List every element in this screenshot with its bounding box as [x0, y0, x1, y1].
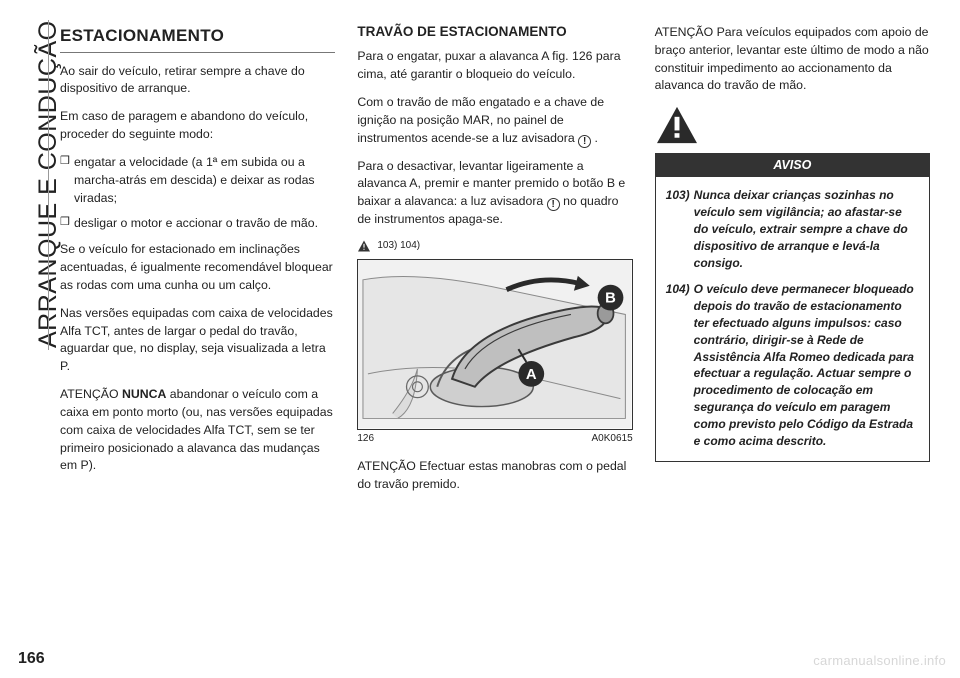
- aviso-text: Nunca deixar crianças sozinhas no veícul…: [694, 187, 919, 271]
- para: Ao sair do veículo, retirar sempre a cha…: [60, 63, 335, 99]
- bullet-mark: ❒: [60, 215, 74, 233]
- figure-caption: 126 A0K0615: [357, 432, 632, 447]
- warning-triangle-icon: [357, 240, 371, 252]
- figure-126: A B: [357, 259, 632, 429]
- bullet-text: desligar o motor e accionar o travão de …: [74, 215, 335, 233]
- page-number: 166: [18, 650, 45, 668]
- watermark: carmanualsonline.info: [813, 653, 946, 668]
- bullet-mark: ❒: [60, 154, 74, 207]
- heading-rule: [60, 52, 335, 53]
- page-body: ESTACIONAMENTO Ao sair do veículo, retir…: [60, 24, 930, 644]
- para: Para o desactivar, levantar ligeiramente…: [357, 158, 632, 229]
- svg-text:B: B: [605, 291, 616, 307]
- para: ATENÇÃO Efectuar estas manobras com o pe…: [357, 458, 632, 494]
- para: ATENÇÃO Para veículos equipados com apoi…: [655, 24, 930, 95]
- aviso-item: 104) O veículo deve permanecer bloqueado…: [666, 281, 919, 449]
- para: Se o veículo for estacionado em inclinaç…: [60, 241, 335, 294]
- figure-number: 126: [357, 432, 374, 447]
- para: Com o travão de mão engatado e a chave d…: [357, 94, 632, 148]
- column-3: ATENÇÃO Para veículos equipados com apoi…: [655, 24, 930, 644]
- column-1: ESTACIONAMENTO Ao sair do veículo, retir…: [60, 24, 335, 644]
- text: Com o travão de mão engatado e a chave d…: [357, 95, 604, 145]
- aviso-item: 103) Nunca deixar crianças sozinhas no v…: [666, 187, 919, 271]
- column-2: TRAVÃO DE ESTACIONAMENTO Para o engatar,…: [357, 24, 632, 644]
- bullet-item: ❒ engatar a velocidade (a 1ª em subida o…: [60, 154, 335, 207]
- warning-ref-text: 103) 104): [377, 239, 420, 254]
- para: Em caso de paragem e abandono do veículo…: [60, 108, 335, 144]
- section-sidebar: ARRANQUE E CONDUÇÃO: [16, 20, 56, 340]
- aviso-num: 104): [666, 281, 694, 449]
- aviso-box: 103) Nunca deixar crianças sozinhas no v…: [655, 177, 930, 462]
- figure-code: A0K0615: [592, 432, 633, 447]
- text: .: [591, 131, 598, 145]
- bullet-item: ❒ desligar o motor e accionar o travão d…: [60, 215, 335, 233]
- warning-light-icon: !: [578, 135, 591, 148]
- warning-big-icon: [655, 105, 930, 145]
- bullet-text: engatar a velocidade (a 1ª em subida ou …: [74, 154, 335, 207]
- text-bold: NUNCA: [122, 387, 166, 401]
- aviso-num: 103): [666, 187, 694, 271]
- text: ATENÇÃO: [60, 387, 122, 401]
- heading-estacionamento: ESTACIONAMENTO: [60, 24, 335, 49]
- para: Nas versões equipadas com caixa de veloc…: [60, 305, 335, 376]
- sidebar-divider: [48, 20, 49, 350]
- heading-travao: TRAVÃO DE ESTACIONAMENTO: [357, 24, 632, 40]
- para: Para o engatar, puxar a alavanca A fig. …: [357, 48, 632, 84]
- warning-light-icon: !: [547, 198, 560, 211]
- aviso-header: AVISO: [655, 153, 930, 177]
- warning-refs: 103) 104): [357, 239, 632, 254]
- svg-text:A: A: [526, 367, 537, 383]
- para: ATENÇÃO NUNCA abandonar o veículo com a …: [60, 386, 335, 475]
- aviso-text: O veículo deve permanecer bloqueado depo…: [694, 281, 919, 449]
